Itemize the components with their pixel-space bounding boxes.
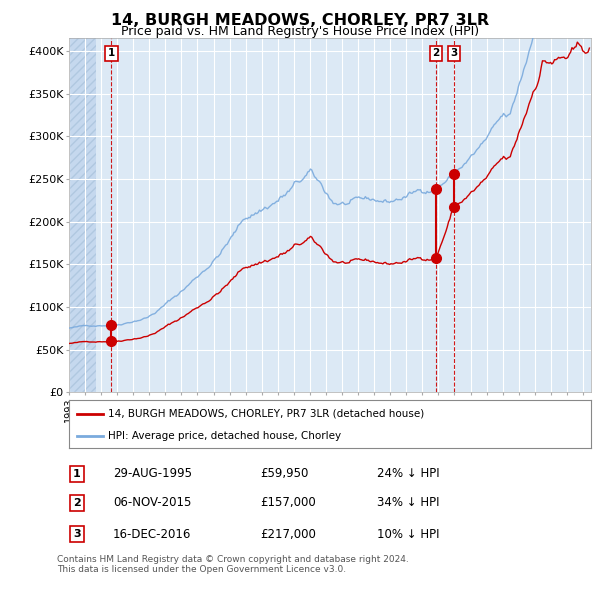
Text: 3: 3: [73, 529, 80, 539]
Text: 1: 1: [108, 48, 115, 58]
Text: 34% ↓ HPI: 34% ↓ HPI: [377, 496, 440, 510]
Text: 3: 3: [450, 48, 457, 58]
Text: Contains HM Land Registry data © Crown copyright and database right 2024.
This d: Contains HM Land Registry data © Crown c…: [57, 555, 409, 574]
Text: 1: 1: [73, 469, 80, 478]
Text: 14, BURGH MEADOWS, CHORLEY, PR7 3LR: 14, BURGH MEADOWS, CHORLEY, PR7 3LR: [111, 13, 489, 28]
Text: 24% ↓ HPI: 24% ↓ HPI: [377, 467, 440, 480]
Text: 16-DEC-2016: 16-DEC-2016: [113, 527, 191, 540]
Text: 29-AUG-1995: 29-AUG-1995: [113, 467, 192, 480]
Text: £217,000: £217,000: [260, 527, 316, 540]
Text: £59,950: £59,950: [260, 467, 308, 480]
Text: 2: 2: [432, 48, 439, 58]
Text: HPI: Average price, detached house, Chorley: HPI: Average price, detached house, Chor…: [108, 431, 341, 441]
Text: 14, BURGH MEADOWS, CHORLEY, PR7 3LR (detached house): 14, BURGH MEADOWS, CHORLEY, PR7 3LR (det…: [108, 408, 424, 418]
Bar: [69, 38, 97, 392]
Text: 2: 2: [73, 498, 80, 508]
Text: 10% ↓ HPI: 10% ↓ HPI: [377, 527, 440, 540]
Text: 06-NOV-2015: 06-NOV-2015: [113, 496, 191, 510]
Text: £157,000: £157,000: [260, 496, 316, 510]
Text: Price paid vs. HM Land Registry's House Price Index (HPI): Price paid vs. HM Land Registry's House …: [121, 25, 479, 38]
